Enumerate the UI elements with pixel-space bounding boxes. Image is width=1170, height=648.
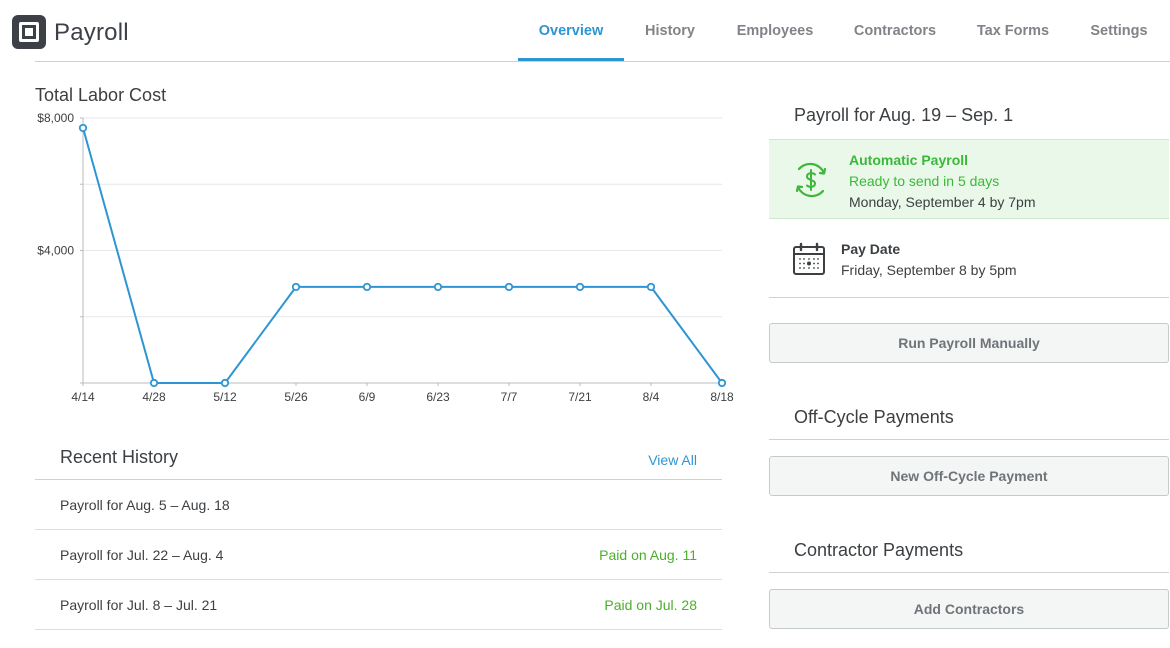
x-tick-label: 4/28	[142, 390, 166, 404]
x-tick-label: 8/4	[643, 390, 660, 404]
tab-overview[interactable]: Overview	[518, 0, 624, 62]
logo-center	[25, 28, 33, 36]
tab-contractors[interactable]: Contractors	[853, 23, 937, 39]
divider	[769, 439, 1169, 440]
recurring-dollar-icon	[795, 162, 827, 198]
labor-cost-line	[82, 127, 723, 384]
app-title: Payroll	[54, 19, 129, 46]
run-payroll-button[interactable]: Run Payroll Manually	[769, 323, 1169, 363]
data-point	[362, 282, 372, 292]
history-title: Recent History	[60, 447, 179, 467]
contractor-payments-title: Contractor Payments	[794, 540, 964, 560]
chart-series	[82, 127, 723, 384]
tab-history[interactable]: History	[645, 23, 695, 39]
y-tick-label: $4,000	[37, 244, 74, 258]
automatic-payroll-status: Ready to send in 5 days	[849, 173, 1000, 189]
pay-date-value: Friday, September 8 by 5pm	[841, 262, 1017, 278]
data-point	[291, 282, 301, 292]
data-point	[149, 378, 159, 388]
x-tick-label: 5/12	[213, 390, 237, 404]
data-point	[575, 282, 585, 292]
data-point	[433, 282, 443, 292]
x-tick-label: 5/26	[284, 390, 308, 404]
history-row-status: Paid on Aug. 11	[599, 547, 697, 563]
chart-grid	[83, 117, 722, 384]
tab-employees[interactable]: Employees	[736, 23, 814, 39]
chart-points	[78, 123, 727, 388]
divider	[769, 572, 1169, 573]
history-row-label: Payroll for Aug. 5 – Aug. 18	[60, 497, 230, 513]
calendar-icon	[793, 242, 825, 275]
square-logo-icon[interactable]	[12, 15, 46, 49]
x-tick-label: 8/18	[710, 390, 734, 404]
x-tick-label: 7/7	[501, 390, 518, 404]
x-tick-label: 6/23	[426, 390, 450, 404]
history-row[interactable]: Payroll for Aug. 5 – Aug. 18	[35, 480, 722, 530]
x-tick-label: 4/14	[71, 390, 95, 404]
off-cycle-title: Off-Cycle Payments	[794, 407, 954, 427]
history-row-status: Paid on Jul. 28	[604, 597, 697, 613]
history-row[interactable]: Payroll for Jul. 8 – Jul. 21 Paid on Jul…	[35, 580, 722, 630]
divider	[769, 297, 1169, 298]
chart-labels: $8,000 $4,000 4/14 4/28 5/12 5/26 6/9 6/23 7/7 7/…	[37, 111, 734, 404]
data-point	[504, 282, 514, 292]
view-all-link[interactable]: View All	[648, 452, 697, 468]
chart-axes	[80, 117, 723, 386]
tab-settings[interactable]: Settings	[1090, 23, 1148, 39]
history-row-label: Payroll for Jul. 22 – Aug. 4	[60, 547, 224, 563]
history-header: Recent History View All	[35, 432, 722, 480]
y-tick-label: $8,000	[37, 111, 74, 125]
automatic-payroll-date: Monday, September 4 by 7pm	[849, 194, 1036, 210]
add-contractors-button[interactable]: Add Contractors	[769, 589, 1169, 629]
tab-tax-forms[interactable]: Tax Forms	[976, 23, 1050, 39]
history-row[interactable]: Payroll for Jul. 22 – Aug. 4 Paid on Aug…	[35, 530, 722, 580]
data-point	[646, 282, 656, 292]
labor-cost-chart: $8,000 $4,000 4/14 4/28 5/12 5/26 6/9 6/23 7/7 7/…	[37, 111, 734, 404]
data-point	[220, 378, 230, 388]
new-off-cycle-button[interactable]: New Off-Cycle Payment	[769, 456, 1169, 496]
automatic-payroll-banner: Automatic Payroll Ready to send in 5 day…	[769, 139, 1169, 219]
x-tick-label: 6/9	[359, 390, 376, 404]
data-point	[717, 378, 727, 388]
automatic-payroll-title: Automatic Payroll	[849, 152, 969, 168]
recent-history: Recent History View All Payroll for Aug.…	[35, 432, 722, 630]
x-tick-label: 7/21	[568, 390, 592, 404]
history-row-label: Payroll for Jul. 8 – Jul. 21	[60, 597, 218, 613]
header-divider	[35, 61, 1170, 62]
pay-date-title: Pay Date	[841, 241, 901, 257]
payroll-period-title: Payroll for Aug. 19 – Sep. 1	[794, 105, 1014, 125]
main-nav: Overview History Employees Contractors T…	[518, 0, 1168, 62]
data-point	[78, 123, 88, 133]
app-header: Payroll Overview History Employees Contr…	[0, 0, 1170, 62]
logo-frame	[19, 22, 39, 42]
chart-title: Total Labor Cost	[35, 85, 167, 105]
